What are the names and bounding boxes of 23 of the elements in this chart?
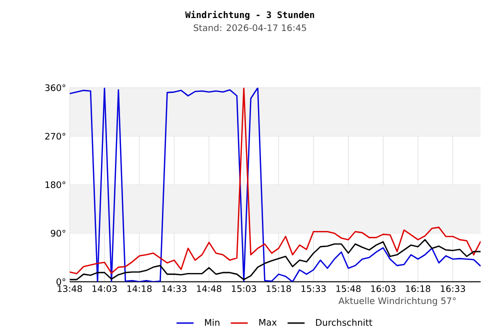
text: Aktuelle Windrichtung 57° — [338, 297, 456, 306]
x-tick-label: 14:33 — [162, 285, 186, 292]
x-tick-label: 15:33 — [302, 285, 326, 292]
x-tick-label: 13:48 — [58, 285, 82, 292]
x-tick-label: 14:18 — [127, 285, 152, 292]
y-tick-label: 270° — [45, 132, 66, 140]
y-tick-label: 90° — [50, 230, 66, 237]
x-tick-label: 16:33 — [440, 285, 465, 292]
x-tick-label: 16:03 — [371, 285, 396, 292]
x-tick-label: 14:03 — [92, 285, 117, 292]
y-tick-label: 360° — [45, 84, 66, 92]
legend-label: Max — [259, 318, 277, 326]
x-tick-label: 15:03 — [232, 285, 256, 292]
x-tick-label: 15:18 — [266, 285, 291, 292]
legend-label: Min — [205, 318, 220, 326]
legend-label: Durchschnitt — [316, 318, 372, 326]
x-tick-label: 16:18 — [406, 285, 430, 292]
x-tick-label: 14:48 — [197, 285, 222, 292]
chart-subtitle: Stand: 2026-04-17 16:45 — [194, 24, 306, 32]
y-tick-label: 180° — [46, 181, 66, 188]
x-tick-label: 15:48 — [336, 285, 361, 292]
y-tick-label: 0° — [56, 278, 66, 286]
chart-title: Windrichtung - 3 Stunden — [185, 10, 314, 20]
